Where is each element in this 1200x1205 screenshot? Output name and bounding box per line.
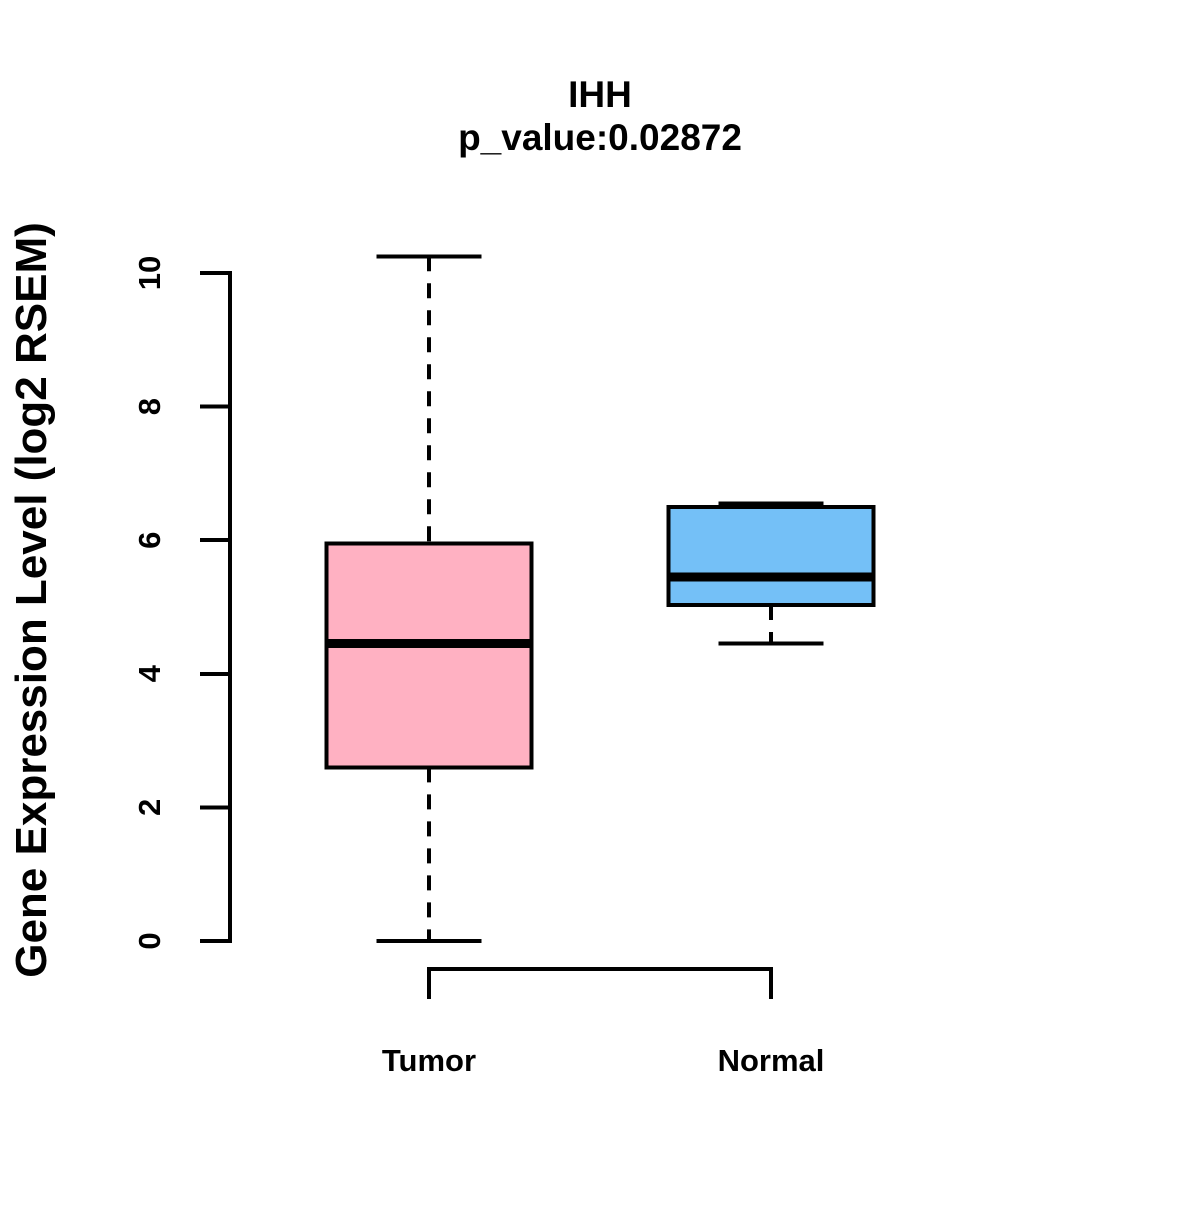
box-rect (324, 541, 534, 770)
chart-title: IHH (568, 74, 632, 115)
x-label-normal: Normal (718, 1043, 825, 1078)
x-axis-bracket (427, 967, 773, 999)
plot-area: 0 2 4 6 8 10 (132, 254, 876, 999)
y-axis-tick-label: 0 (132, 932, 167, 949)
y-axis-tick-label: 6 (132, 532, 167, 549)
y-axis-tick-label: 4 (132, 664, 167, 682)
y-axis-tick-label: 10 (132, 256, 167, 290)
box-rect (666, 504, 876, 607)
y-axis-tick-label: 8 (132, 398, 167, 415)
chart-subtitle: p_value:0.02872 (458, 117, 742, 158)
y-axis-title: Gene Expression Level (log2 RSEM) (7, 222, 56, 978)
x-label-tumor: Tumor (382, 1043, 476, 1078)
y-axis-tick-label: 2 (132, 799, 167, 816)
box-group-normal (666, 501, 876, 646)
box-group-tumor (324, 254, 534, 943)
